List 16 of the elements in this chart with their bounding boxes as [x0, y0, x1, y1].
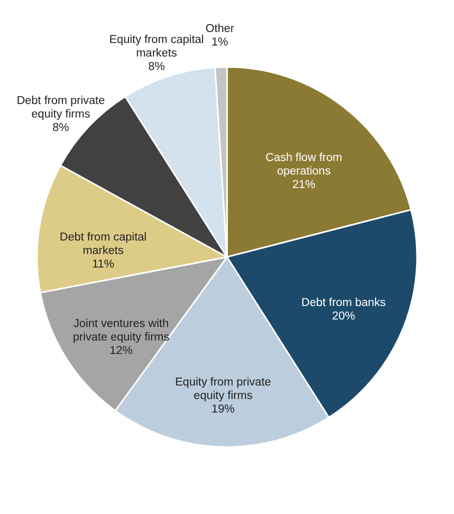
- slice-label: Debt from private equity firms: [16, 94, 105, 120]
- data-label: 12%: [110, 345, 133, 358]
- data-label: 8%: [52, 122, 70, 134]
- slice-label: Other: [205, 23, 234, 36]
- slice-label: Debt from banks: [301, 297, 386, 310]
- slice-label: Joint ventures with private equity firms: [72, 318, 170, 344]
- data-label: 19%: [212, 403, 235, 416]
- data-label: 20%: [332, 310, 356, 323]
- data-label: 21%: [292, 178, 316, 191]
- slice-label: Debt from capital markets: [60, 231, 147, 257]
- data-label: 1%: [212, 36, 228, 49]
- slice-label: Equity from capital markets: [109, 34, 204, 60]
- data-label: 8%: [148, 61, 165, 74]
- data-label: 11%: [92, 258, 114, 270]
- slice-label: Equity from private equity firms: [175, 376, 271, 402]
- slice-label: Cash flow from operations: [266, 152, 342, 178]
